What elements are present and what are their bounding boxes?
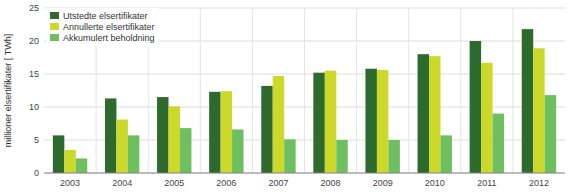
x-tick-label: 2005 <box>164 178 184 188</box>
bar <box>325 71 336 173</box>
legend-label: Utstedte elsertifikater <box>63 11 148 21</box>
grid-line <box>44 173 565 174</box>
group-divider <box>408 8 409 173</box>
bar <box>440 135 451 173</box>
bar <box>64 150 75 173</box>
bar <box>116 120 127 173</box>
bar <box>157 97 168 173</box>
bar <box>429 56 440 173</box>
bar <box>522 29 533 173</box>
group-divider <box>512 8 513 173</box>
group-divider <box>252 8 253 173</box>
legend-swatch <box>50 23 59 30</box>
y-tick-label: 5 <box>34 135 39 145</box>
bar <box>53 135 64 173</box>
bar <box>105 98 116 173</box>
x-tick-label: 2007 <box>268 178 288 188</box>
y-axis-label: millioner elsertifikater [ TWh] <box>3 34 13 147</box>
bar <box>336 140 347 173</box>
legend-item: Annullerte elsertifikater <box>50 22 155 32</box>
legend-label: Akkumulert beholdning <box>63 33 155 43</box>
x-tick-label: 2008 <box>321 178 341 188</box>
x-tick-label: 2009 <box>373 178 393 188</box>
bar <box>313 73 324 173</box>
y-tick-label: 25 <box>29 3 39 13</box>
x-tick-label: 2003 <box>60 178 80 188</box>
legend-swatch <box>50 34 59 41</box>
bar <box>221 91 232 173</box>
x-tick-label: 2004 <box>112 178 132 188</box>
bar <box>533 48 544 173</box>
group-divider <box>200 8 201 173</box>
bar <box>481 63 492 173</box>
y-tick-label: 15 <box>29 69 39 79</box>
group-divider <box>304 8 305 173</box>
bar <box>128 135 139 173</box>
bar <box>76 158 87 173</box>
legend-item: Akkumulert beholdning <box>50 33 155 43</box>
x-tick-label: 2010 <box>425 178 445 188</box>
bar <box>273 76 284 173</box>
bars <box>53 29 556 173</box>
group-dividers <box>96 8 513 173</box>
legend-item: Utstedte elsertifikater <box>50 11 148 21</box>
legend-background <box>46 8 159 47</box>
y-tick-label: 20 <box>29 36 39 46</box>
legend: Utstedte elsertifikaterAnnullerte elsert… <box>46 8 159 47</box>
bar <box>470 41 481 173</box>
bar <box>284 139 295 173</box>
y-axis: 0 5 10 15 20 25 <box>29 3 39 178</box>
group-divider <box>460 8 461 173</box>
legend-label: Annullerte elsertifikater <box>63 22 155 32</box>
bar <box>232 129 243 173</box>
y-tick-label: 10 <box>29 102 39 112</box>
bar <box>209 92 220 173</box>
chart-container: 0 5 10 15 20 25 millioner elsertifikater [ TWh… <box>0 0 573 193</box>
bar <box>388 140 399 173</box>
bar <box>261 86 272 173</box>
bar <box>377 70 388 173</box>
chart-svg: 0 5 10 15 20 25 millioner elsertifikater [ TWh… <box>0 0 573 193</box>
bar <box>545 95 556 173</box>
x-tick-label: 2011 <box>477 178 496 188</box>
grid <box>44 8 565 173</box>
y-tick-label: 0 <box>34 168 39 178</box>
bar <box>418 54 429 173</box>
bar <box>365 69 376 173</box>
x-axis-line <box>44 173 565 174</box>
legend-swatch <box>50 12 59 19</box>
bar <box>493 114 504 173</box>
x-tick-label: 2006 <box>216 178 236 188</box>
x-axis: 2003 2004 2005 2006 2007 2008 2009 2010 2011 2012 <box>44 173 565 188</box>
group-divider <box>356 8 357 173</box>
bar <box>169 106 180 173</box>
bar <box>180 128 191 173</box>
x-tick-label: 2012 <box>529 178 549 188</box>
